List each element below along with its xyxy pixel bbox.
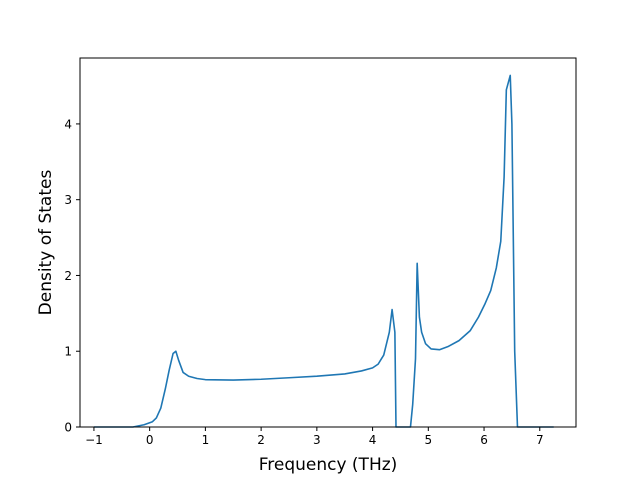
axes-frame xyxy=(79,57,577,428)
x-tick-label: 3 xyxy=(313,433,321,447)
y-tick-label: 0 xyxy=(64,421,72,435)
x-tick-label: 7 xyxy=(536,433,544,447)
x-axis-label: Frequency (THz) xyxy=(259,455,398,475)
series-layer xyxy=(93,74,554,428)
y-tick-label: 1 xyxy=(64,345,72,359)
x-tick-label: −1 xyxy=(85,433,103,447)
y-tick-label: 3 xyxy=(64,193,72,207)
x-tick-label: 0 xyxy=(146,433,154,447)
y-tick-label: 4 xyxy=(64,117,72,131)
x-tick-label: 4 xyxy=(369,433,377,447)
plot-area xyxy=(79,57,577,428)
y-axis-label: Density of States xyxy=(36,170,56,316)
x-tick-label: 2 xyxy=(257,433,265,447)
dos-series-line xyxy=(93,74,554,428)
x-tick-label: 6 xyxy=(480,433,488,447)
y-tick-label: 2 xyxy=(64,269,72,283)
y-axis-ticks: 0 1 2 3 4 xyxy=(64,117,80,435)
x-tick-label: 1 xyxy=(202,433,210,447)
x-tick-label: 5 xyxy=(424,433,432,447)
x-axis-ticks: −1 0 1 2 3 4 5 6 7 xyxy=(85,427,544,447)
